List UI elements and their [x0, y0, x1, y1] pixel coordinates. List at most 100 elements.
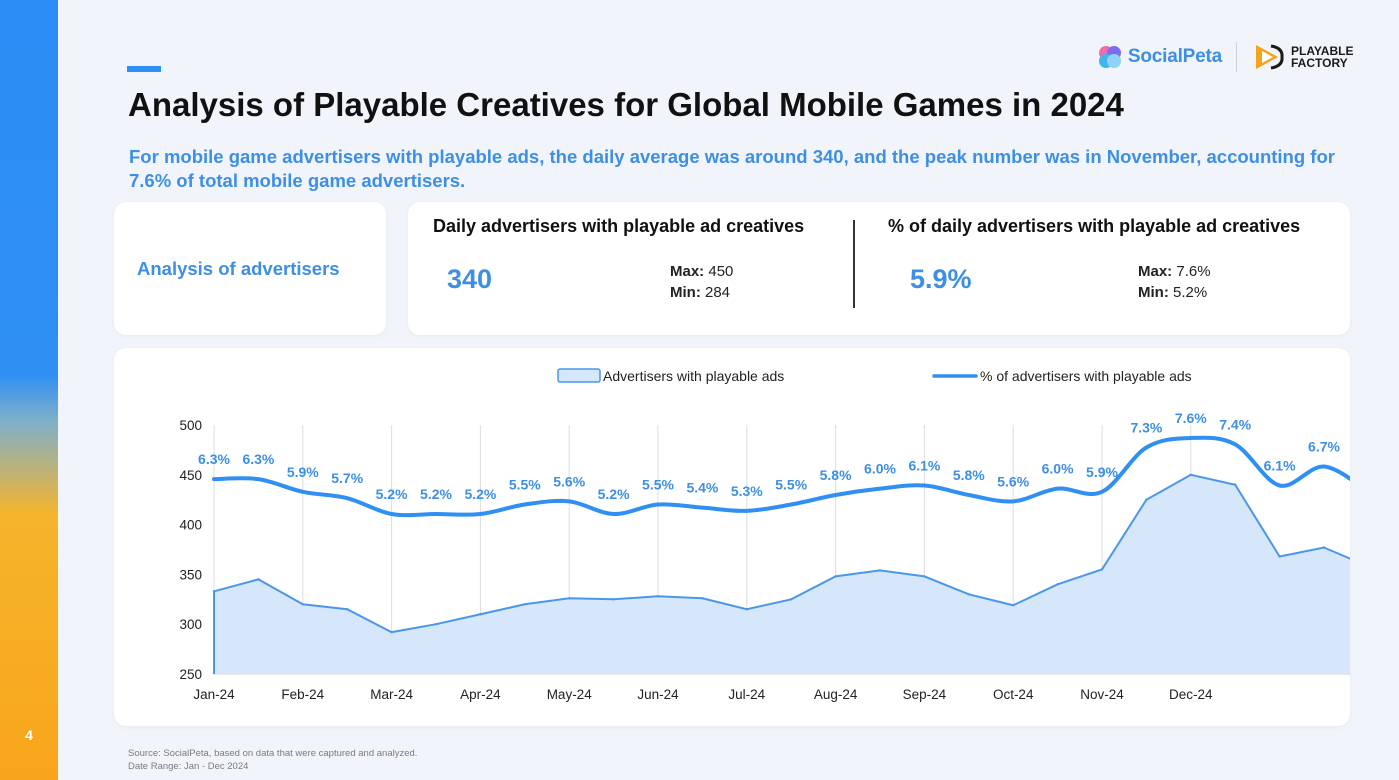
x-tick-label: Sep-24	[903, 687, 947, 702]
percent-data-label: 6.0%	[864, 461, 896, 477]
advertisers-point	[923, 575, 926, 578]
x-tick-label: Feb-24	[281, 687, 324, 702]
x-tick-label: May-24	[547, 687, 593, 702]
playable-factory-line1: PLAYABLE	[1291, 44, 1354, 58]
date-range-line: Date Range: Jan - Dec 2024	[128, 761, 249, 772]
percent-data-label: 7.6%	[1175, 410, 1207, 426]
advertisers-point	[479, 613, 482, 616]
advertisers-point	[1100, 568, 1104, 571]
advertisers-point	[1322, 546, 1326, 549]
percent-data-label: 5.4%	[686, 480, 718, 496]
percent-data-label: 6.3%	[242, 451, 274, 467]
source-line: Source: SocialPeta, based on data that w…	[128, 748, 418, 759]
advertisers-point	[790, 598, 793, 601]
sidebar-gradient: 4	[0, 0, 58, 780]
x-tick-label: Jan-24	[193, 687, 235, 702]
legend-line-label: % of advertisers with playable ads	[980, 368, 1192, 384]
advertisers-point	[1056, 583, 1059, 586]
y-tick-label: 500	[179, 418, 202, 433]
percent-min-label: Min:	[1138, 284, 1169, 301]
socialpeta-mark-icon	[1098, 46, 1121, 68]
percent-data-label: 6.3%	[198, 451, 230, 467]
page-subtitle: For mobile game advertisers with playabl…	[129, 146, 1335, 191]
percent-data-label: 5.3%	[731, 483, 763, 499]
percent-data-label: 5.5%	[775, 477, 807, 493]
logos: SocialPeta PLAYABLE FACTORY	[1097, 40, 1363, 74]
playable-factory-mark-icon	[1256, 44, 1284, 70]
title-accent-bar	[127, 66, 161, 72]
percent-max-label: Max:	[1138, 263, 1173, 280]
advertisers-point	[1012, 604, 1015, 607]
percent-advertisers-minmax: Max: 7.6% Min: 5.2%	[1138, 261, 1211, 303]
percent-data-label: 5.9%	[287, 464, 319, 480]
percent-advertisers-heading: % of daily advertisers with playable ad …	[888, 216, 1301, 236]
chart-card: 250 300 350 400 450 500 Jan-24 Feb-24 Mar-24 Apr-…	[114, 348, 1350, 726]
advertisers-point	[745, 608, 748, 611]
percent-line-series	[212, 435, 1350, 518]
x-tick-label: Nov-24	[1080, 687, 1124, 702]
percent-max-value: 7.6%	[1176, 263, 1211, 280]
socialpeta-logo: SocialPeta	[1097, 44, 1222, 70]
x-tick-label: Aug-24	[814, 687, 858, 702]
advertisers-point	[1189, 473, 1193, 476]
percent-data-label: 7.3%	[1130, 420, 1162, 436]
advertisers-point	[1278, 555, 1281, 558]
advertisers-point	[1234, 483, 1237, 486]
socialpeta-logo-text: SocialPeta	[1127, 46, 1222, 67]
page-number: 4	[25, 727, 33, 743]
page-title: Analysis of Playable Creatives for Globa…	[128, 86, 1124, 123]
percent-data-label: 5.5%	[642, 477, 674, 493]
advertisers-point	[301, 603, 304, 606]
advertisers-point	[834, 575, 837, 578]
percent-data-label: 7.4%	[1219, 416, 1251, 432]
percent-data-label: 5.5%	[509, 477, 541, 493]
percent-data-label: 5.9%	[1086, 464, 1118, 480]
logo-divider	[1236, 42, 1237, 72]
advertisers-point	[878, 569, 882, 572]
x-tick-label: Dec-24	[1169, 687, 1213, 702]
advertisers-point	[1145, 498, 1148, 501]
advertisers-point	[701, 597, 704, 600]
advertisers-point	[967, 593, 970, 596]
advertisers-point	[346, 608, 349, 611]
advertisers-point	[568, 597, 571, 600]
advertisers-point	[434, 623, 438, 626]
daily-advertisers-heading: Daily advertisers with playable ad creat…	[433, 216, 805, 236]
percent-data-label: 5.2%	[420, 486, 452, 502]
legend-area-label: Advertisers with playable ads	[603, 368, 784, 384]
advertisers-chart: 250 300 350 400 450 500 Jan-24 Feb-24 Mar-24 Apr-…	[179, 368, 1350, 702]
x-tick-label: Apr-24	[460, 687, 501, 702]
daily-min-value: 284	[705, 284, 731, 301]
playable-factory-logo-text: PLAYABLE FACTORY	[1291, 45, 1363, 69]
percent-data-label: 6.1%	[908, 458, 940, 474]
advertisers-point	[523, 603, 526, 606]
daily-advertisers-value: 340	[447, 264, 493, 294]
playable-factory-logo: PLAYABLE FACTORY	[1251, 42, 1363, 72]
advertisers-area-fill	[214, 474, 1350, 674]
y-tick-label: 450	[179, 468, 202, 483]
daily-min-label: Min:	[670, 284, 701, 301]
advertisers-point	[257, 578, 260, 581]
y-tick-label: 250	[179, 667, 202, 682]
x-tick-label: Oct-24	[993, 687, 1034, 702]
percent-data-label: 5.8%	[820, 467, 852, 483]
x-tick-label: Jun-24	[637, 687, 679, 702]
stats-card: Daily advertisers with playable ad creat…	[408, 202, 1350, 335]
y-tick-label: 350	[179, 567, 202, 582]
advertisers-analysis-card: Analysis of advertisers	[114, 202, 386, 335]
advertisers-point	[656, 595, 660, 598]
percent-data-label: 6.7%	[1308, 439, 1340, 455]
x-tick-label: Mar-24	[370, 687, 413, 702]
advertisers-point	[612, 598, 615, 601]
percent-data-label: 5.6%	[553, 473, 585, 489]
daily-max-value: 450	[708, 263, 734, 280]
source-note: Source: SocialPeta, based on data that w…	[128, 747, 417, 773]
percent-advertisers-value: 5.9%	[910, 264, 972, 294]
advertisers-point	[212, 590, 216, 593]
percent-data-label: 5.8%	[953, 467, 985, 483]
y-tick-label: 400	[179, 518, 202, 533]
percent-data-label: 5.6%	[997, 473, 1029, 489]
y-tick-label: 300	[179, 617, 202, 632]
playable-factory-line2: FACTORY	[1291, 56, 1348, 70]
advertisers-point	[390, 630, 393, 634]
